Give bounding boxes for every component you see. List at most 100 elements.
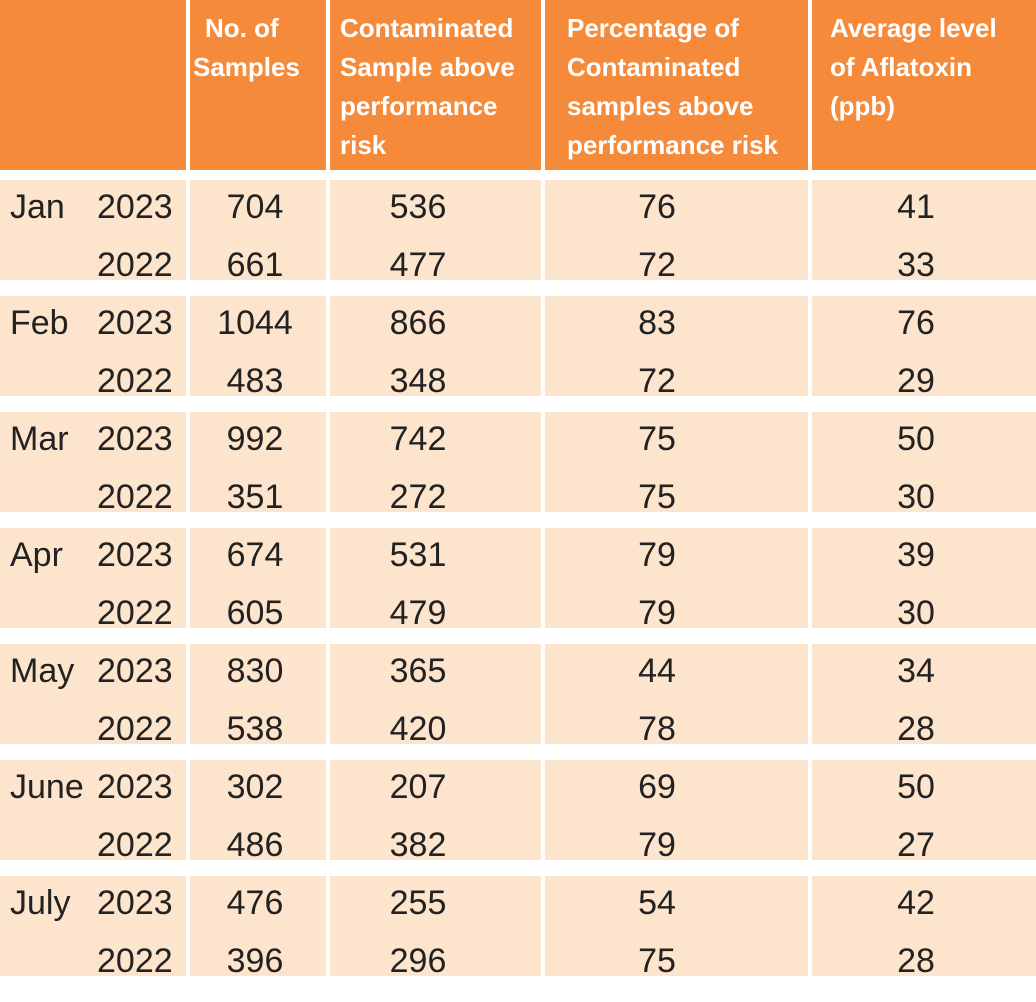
cell-value: 302 (226, 768, 284, 806)
header-text: samples above (567, 91, 754, 121)
body-cell (545, 644, 808, 744)
body-cell (812, 876, 1036, 976)
body-cell (812, 412, 1036, 512)
year: 2023 (97, 420, 173, 458)
header-text: Percentage of (567, 13, 739, 43)
cell-value: 348 (389, 362, 447, 400)
body-cell (190, 296, 326, 396)
month-label: Apr (10, 536, 63, 574)
body-cell (330, 180, 541, 280)
cell-value: 992 (226, 420, 284, 458)
header-text: (ppb) (830, 91, 895, 121)
cell-value: 79 (638, 826, 676, 864)
body-cell (0, 412, 186, 512)
header-cell (0, 0, 186, 170)
cell-value: 30 (897, 594, 935, 632)
year: 2023 (97, 768, 173, 806)
year: 2023 (97, 884, 173, 922)
year: 2023 (97, 652, 173, 690)
body-cell (812, 760, 1036, 860)
cell-value: 27 (897, 826, 935, 864)
body-cell (812, 644, 1036, 744)
body-cell (190, 644, 326, 744)
cell-value: 76 (638, 188, 676, 226)
year: 2022 (97, 478, 173, 516)
cell-value: 28 (897, 942, 935, 980)
header-cell (190, 0, 326, 170)
year: 2022 (97, 942, 173, 980)
cell-value: 28 (897, 710, 935, 748)
header-cell (545, 0, 808, 170)
cell-value: 54 (638, 884, 676, 922)
body-cell (330, 412, 541, 512)
body-cell (545, 296, 808, 396)
cell-value: 382 (389, 826, 447, 864)
header-text: risk (340, 130, 387, 160)
cell-value: 78 (638, 710, 676, 748)
body-cell (545, 412, 808, 512)
year: 2022 (97, 594, 173, 632)
year: 2023 (97, 536, 173, 574)
header-text: Average level (830, 13, 997, 43)
body-cell (812, 528, 1036, 628)
body-cell (190, 760, 326, 860)
cell-value: 69 (638, 768, 676, 806)
month-label: May (10, 652, 75, 690)
year: 2022 (97, 826, 173, 864)
header-text: Contaminated (340, 13, 514, 43)
cell-value: 83 (638, 304, 676, 342)
month-label: Feb (10, 304, 69, 342)
month-label: July (10, 884, 71, 922)
cell-value: 72 (638, 362, 676, 400)
cell-value: 483 (226, 362, 284, 400)
body-cell (0, 528, 186, 628)
month-label: Jan (10, 188, 65, 226)
cell-value: 420 (389, 710, 447, 748)
year: 2023 (97, 304, 173, 342)
body-cell (330, 528, 541, 628)
cell-value: 41 (897, 188, 935, 226)
body-cell (0, 296, 186, 396)
cell-value: 486 (226, 826, 284, 864)
header-text: performance (340, 91, 498, 121)
cell-value: 207 (389, 768, 447, 806)
cell-value: 75 (638, 478, 676, 516)
body-cell (0, 180, 186, 280)
cell-value: 42 (897, 884, 935, 922)
cell-value: 538 (226, 710, 284, 748)
body-cell (330, 876, 541, 976)
year: 2022 (97, 362, 173, 400)
header-text: Sample above (340, 52, 515, 82)
header-text: Samples (193, 52, 300, 82)
cell-value: 536 (389, 188, 447, 226)
cell-value: 830 (226, 652, 284, 690)
body-cell (330, 760, 541, 860)
body-cell (812, 180, 1036, 280)
month-label: June (10, 768, 84, 806)
cell-value: 365 (389, 652, 447, 690)
cell-value: 75 (638, 420, 676, 458)
body-cell (190, 180, 326, 280)
year: 2023 (97, 188, 173, 226)
body-cell (0, 876, 186, 976)
body-cell (0, 644, 186, 744)
cell-value: 605 (226, 594, 284, 632)
cell-value: 50 (897, 768, 935, 806)
header-text: performance risk (567, 130, 778, 160)
body-cell (812, 296, 1036, 396)
cell-value: 75 (638, 942, 676, 980)
cell-value: 531 (389, 536, 447, 574)
cell-value: 674 (226, 536, 284, 574)
cell-value: 272 (389, 478, 447, 516)
cell-value: 79 (638, 536, 676, 574)
cell-value: 866 (389, 304, 447, 342)
cell-value: 476 (226, 884, 284, 922)
header-text: of Aflatoxin (830, 52, 973, 82)
body-cell (190, 528, 326, 628)
cell-value: 396 (226, 942, 284, 980)
cell-value: 29 (897, 362, 935, 400)
header-text: Contaminated (567, 52, 741, 82)
cell-value: 34 (897, 652, 935, 690)
year: 2022 (97, 710, 173, 748)
cell-value: 661 (226, 246, 284, 284)
